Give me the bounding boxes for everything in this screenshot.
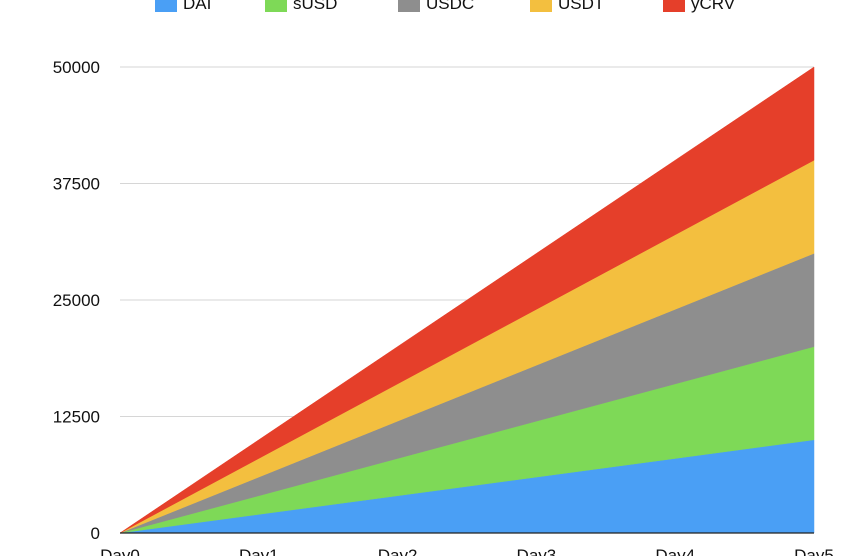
- legend-item-dai: DAI: [155, 0, 211, 13]
- x-tick-label: Day2: [378, 546, 418, 556]
- legend-label: USDC: [426, 0, 474, 13]
- y-tick-label: 37500: [53, 175, 100, 194]
- x-tick-label: Day0: [100, 546, 140, 556]
- y-tick-label: 0: [91, 524, 100, 543]
- y-axis-ticks: 0 12500 25000 37500 50000: [53, 58, 100, 543]
- legend-item-susd: sUSD: [265, 0, 337, 13]
- legend-swatch: [398, 0, 420, 12]
- x-tick-label: Day4: [655, 546, 695, 556]
- legend-swatch: [265, 0, 287, 12]
- y-tick-label: 50000: [53, 58, 100, 77]
- y-tick-label: 25000: [53, 291, 100, 310]
- y-tick-label: 12500: [53, 408, 100, 427]
- x-tick-label: Day5: [794, 546, 834, 556]
- legend-item-ycrv: yCRV: [663, 0, 736, 13]
- legend-label: yCRV: [691, 0, 736, 13]
- x-axis-ticks: Day0 Day1 Day2 Day3 Day4 Day5: [100, 546, 834, 556]
- legend-label: sUSD: [293, 0, 337, 13]
- legend-swatch: [663, 0, 685, 12]
- legend-item-usdc: USDC: [398, 0, 474, 13]
- area-ycrv: [119, 66, 815, 534]
- areas: [119, 66, 815, 534]
- legend-label: DAI: [183, 0, 211, 13]
- x-tick-label: Day1: [239, 546, 279, 556]
- legend-item-usdt: USDT: [530, 0, 604, 13]
- legend-swatch: [155, 0, 177, 12]
- legend-swatch: [530, 0, 552, 12]
- legend: DAI sUSD USDC USDT yCRV: [155, 0, 736, 13]
- legend-label: USDT: [558, 0, 604, 13]
- x-tick-label: Day3: [517, 546, 557, 556]
